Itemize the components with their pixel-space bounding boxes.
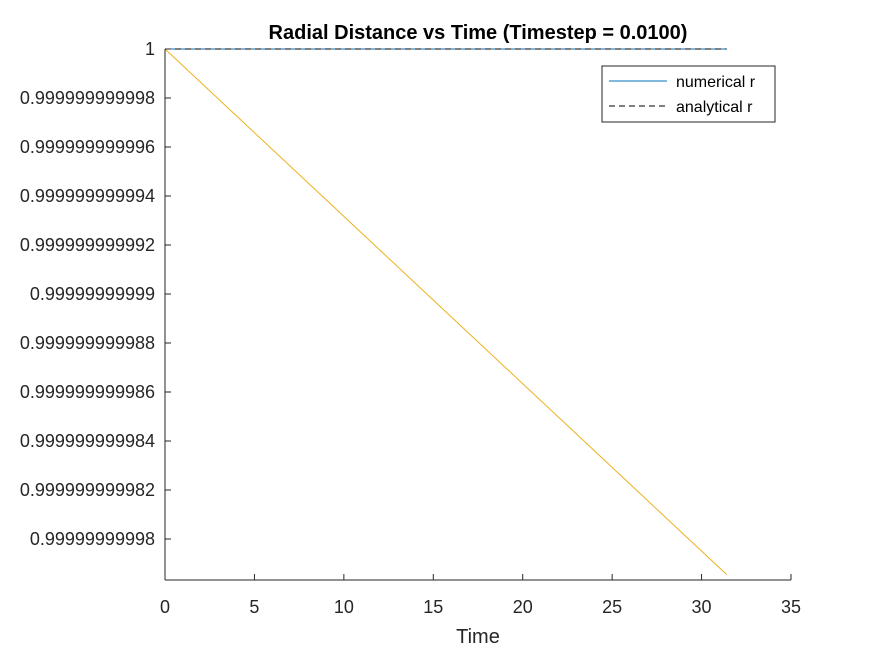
x-tick-label: 35 <box>781 597 801 617</box>
y-tick-label: 0.999999999994 <box>20 186 155 206</box>
x-tick-label: 5 <box>249 597 259 617</box>
x-tick-label: 25 <box>602 597 622 617</box>
plot-area <box>165 49 791 580</box>
y-tick-label: 0.99999999999 <box>30 284 155 304</box>
y-tick-label: 0.99999999998 <box>30 529 155 549</box>
x-tick-label: 10 <box>334 597 354 617</box>
y-tick-label: 0.999999999996 <box>20 137 155 157</box>
legend-entries: numerical r analytical r <box>609 74 756 116</box>
x-ticks: 0 5 10 15 20 25 30 35 <box>160 574 801 617</box>
plot-background <box>165 49 791 580</box>
legend-box <box>601 65 776 123</box>
y-tick-label: 0.999999999988 <box>20 333 155 353</box>
y-tick-label: 0.999999999982 <box>20 480 155 500</box>
y-tick-label: 0.999999999984 <box>20 431 155 451</box>
series-line-3 <box>164 48 727 575</box>
y-tick-label: 0.999999999986 <box>20 382 155 402</box>
x-tick-label: 30 <box>692 597 712 617</box>
x-tick-label: 0 <box>160 597 170 617</box>
x-axis-label: Time <box>456 626 500 648</box>
y-tick-label: 0.999999999998 <box>20 88 155 108</box>
x-tick-label: 20 <box>513 597 533 617</box>
legend-label: analytical r <box>676 99 753 116</box>
x-tick-label: 15 <box>423 597 443 617</box>
axes <box>164 49 791 581</box>
chart-title: Radial Distance vs Time (Timestep = 0.01… <box>269 22 688 44</box>
y-ticks: 1 0.999999999998 0.999999999996 0.999999999… <box>20 39 171 549</box>
series-layer <box>164 48 727 575</box>
y-tick-label: 1 <box>145 39 155 59</box>
legend: numerical r analytical r <box>601 65 776 123</box>
y-tick-label: 0.999999999992 <box>20 235 155 255</box>
legend-label: numerical r <box>676 74 756 91</box>
